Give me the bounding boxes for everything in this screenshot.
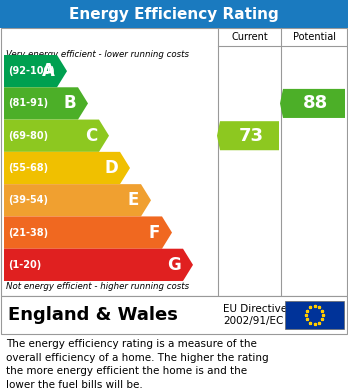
Text: The energy efficiency rating is a measure of the
overall efficiency of a home. T: The energy efficiency rating is a measur… [6, 339, 269, 390]
Text: 88: 88 [303, 95, 329, 113]
Bar [1, 296, 347, 334]
Text: 2002/91/EC: 2002/91/EC [223, 316, 283, 326]
Text: Energy Efficiency Rating: Energy Efficiency Rating [69, 7, 279, 22]
Polygon shape [4, 184, 151, 217]
Text: D: D [104, 159, 118, 177]
Text: G: G [167, 256, 181, 274]
Text: (39-54): (39-54) [8, 195, 48, 205]
Bar [285, 301, 344, 329]
Bar [0, 0, 348, 28]
Polygon shape [4, 87, 88, 120]
Text: (1-20): (1-20) [8, 260, 41, 270]
Text: B: B [63, 95, 76, 113]
Text: E: E [128, 191, 139, 209]
Bar [1, 28, 347, 296]
Text: Very energy efficient - lower running costs: Very energy efficient - lower running co… [6, 50, 189, 59]
Polygon shape [4, 152, 130, 184]
Text: C: C [85, 127, 97, 145]
Polygon shape [4, 120, 109, 152]
Text: (21-38): (21-38) [8, 228, 48, 238]
Text: Current: Current [231, 32, 268, 42]
Text: Not energy efficient - higher running costs: Not energy efficient - higher running co… [6, 282, 189, 291]
Polygon shape [217, 121, 279, 150]
Text: (92-100): (92-100) [8, 66, 55, 76]
Text: (81-91): (81-91) [8, 99, 48, 108]
Polygon shape [4, 217, 172, 249]
Polygon shape [280, 89, 345, 118]
Text: England & Wales: England & Wales [8, 306, 178, 324]
Text: (55-68): (55-68) [8, 163, 48, 173]
Polygon shape [4, 55, 67, 87]
Polygon shape [4, 249, 193, 281]
Text: 73: 73 [239, 127, 264, 145]
Text: Potential: Potential [293, 32, 336, 42]
Text: (69-80): (69-80) [8, 131, 48, 141]
Text: EU Directive: EU Directive [223, 304, 287, 314]
Text: F: F [149, 224, 160, 242]
Text: A: A [42, 62, 55, 80]
